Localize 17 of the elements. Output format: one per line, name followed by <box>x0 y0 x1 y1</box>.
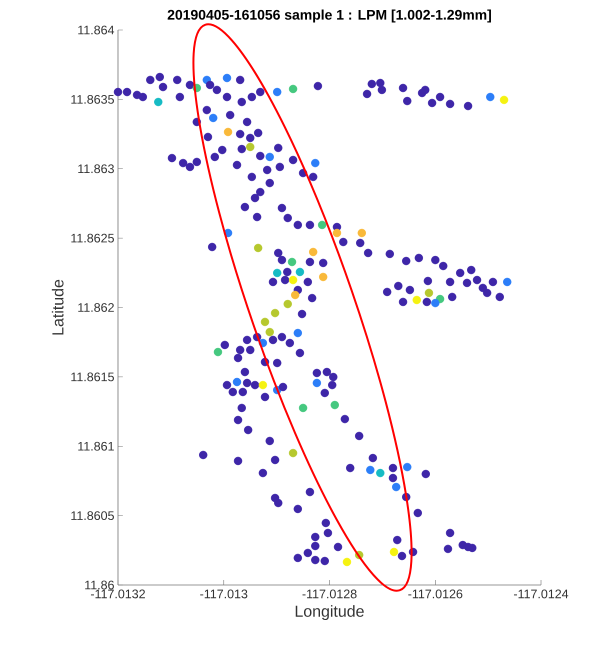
x-tick-label: -117.0132 <box>90 590 145 598</box>
x-tick-label: -117.0126 <box>408 590 462 598</box>
chart-title: 20190405-161056 sample 1 : LPM [1.002-1.29mm] <box>168 9 491 22</box>
y-tick-label: 11.863 <box>78 164 114 174</box>
y-tick-label: 11.864 <box>78 26 114 34</box>
x-tick-label: -117.0128 <box>302 590 357 598</box>
x-tick-label: -117.0124 <box>514 590 568 598</box>
x-tick-label: -117.013 <box>200 590 248 598</box>
x-axis-title: Longitude <box>296 605 364 620</box>
y-tick-label: 11.8615 <box>71 372 114 382</box>
y-axis-title: Latitude <box>52 280 64 335</box>
y-tick-label: 11.8635 <box>71 94 114 104</box>
y-tick-label: 11.8625 <box>71 234 114 243</box>
y-tick-label: 11.86 <box>85 580 114 590</box>
y-tick-label: 11.862 <box>78 303 114 312</box>
y-tick-label: 11.8605 <box>71 511 114 520</box>
y-tick-label: 11.861 <box>78 442 114 451</box>
